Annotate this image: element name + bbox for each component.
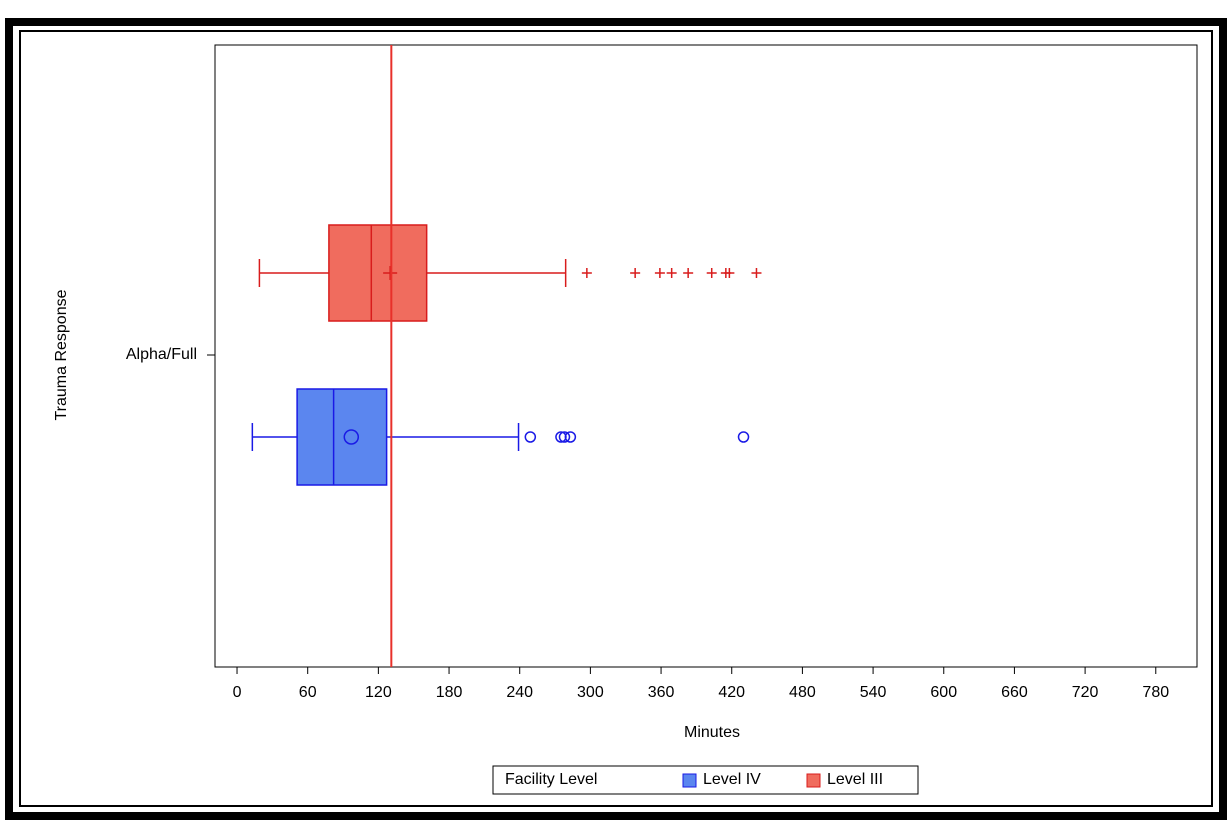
box (296, 388, 388, 486)
x-tick-label: 780 (1142, 684, 1169, 701)
outlier (564, 431, 577, 443)
outlier (666, 268, 677, 278)
x-tick-label: 300 (577, 684, 604, 701)
outlier (724, 268, 735, 278)
outlier (683, 268, 694, 278)
plot-area (214, 44, 1198, 668)
x-tick-label: 240 (506, 684, 533, 701)
outlier (706, 268, 717, 278)
mean-marker (343, 429, 360, 445)
legend-swatch (806, 773, 821, 788)
x-axis-label: Minutes (684, 724, 740, 741)
x-tick-label: 420 (718, 684, 745, 701)
frame (5, 18, 1227, 820)
x-tick-label: 660 (1001, 684, 1028, 701)
legend-title: Facility Level (505, 771, 597, 788)
legend-label: Level IV (703, 771, 761, 788)
x-tick-label: 60 (299, 684, 317, 701)
x-tick-label: 600 (930, 684, 957, 701)
x-tick-label: 540 (860, 684, 887, 701)
legend (492, 765, 919, 795)
legend-swatch (682, 773, 697, 788)
y-axis-label: Trauma Response (53, 289, 70, 420)
legend-label: Level III (827, 771, 883, 788)
outlier (558, 431, 571, 443)
x-tick-label: 180 (436, 684, 463, 701)
x-tick-label: 0 (233, 684, 242, 701)
x-tick-label: 360 (648, 684, 675, 701)
outlier (581, 268, 592, 278)
box (328, 224, 428, 322)
mean-marker (383, 266, 398, 280)
outlier (630, 268, 641, 278)
y-tick-label: Alpha/Full (126, 346, 197, 363)
outlier (737, 431, 750, 443)
x-tick-label: 120 (365, 684, 392, 701)
outlier (524, 431, 537, 443)
x-tick-label: 720 (1072, 684, 1099, 701)
outlier (751, 268, 762, 278)
inner-frame (19, 30, 1213, 807)
x-tick-label: 480 (789, 684, 816, 701)
outlier (654, 268, 665, 278)
